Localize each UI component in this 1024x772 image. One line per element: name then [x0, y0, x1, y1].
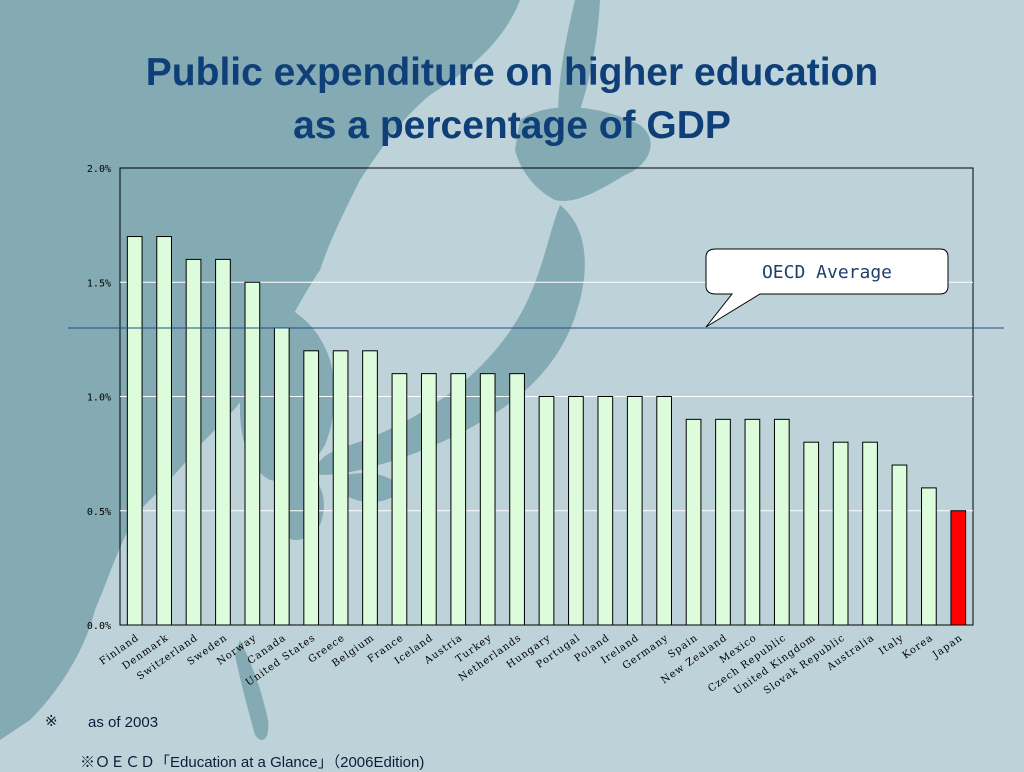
- bar-sweden: [215, 258, 231, 626]
- bar-austria: [450, 373, 467, 626]
- callout-bubble: [705, 248, 949, 328]
- bar-slovak-republic: [832, 441, 849, 626]
- y-tick-label: 1.5%: [87, 278, 111, 289]
- bar-italy: [891, 464, 908, 626]
- bar-canada: [273, 327, 290, 626]
- bar-new-zealand: [715, 418, 731, 626]
- bar-belgium: [362, 350, 378, 626]
- bar-france: [391, 373, 408, 626]
- bars: [126, 236, 967, 626]
- y-tick-label: 1.0%: [87, 393, 111, 404]
- bar-united-states: [303, 350, 320, 626]
- oecd-average-callout: OECD Average: [705, 248, 949, 328]
- callout-label: OECD Average: [762, 262, 892, 283]
- slide-title-line-2: as a percentage of GDP: [293, 104, 731, 147]
- y-axis-tick-labels: 0.0% 0.5% 1.0% 1.5% 2.0%: [87, 164, 111, 632]
- bar-hungary: [538, 396, 555, 626]
- bar-finland: [126, 236, 143, 626]
- bar-czech-republic: [773, 418, 790, 626]
- bar-united-kingdom: [803, 441, 820, 626]
- southern-islands: [235, 640, 269, 740]
- source-citation: ※ＯＥＣＤ「Education at a Glance」（2006Edition…: [80, 754, 425, 771]
- bar-netherlands: [509, 373, 525, 626]
- y-tick-label: 0.5%: [87, 507, 111, 518]
- bar-switzerland: [185, 258, 202, 626]
- x-axis-tick-labels: FinlandDenmarkSwitzerlandSwedenNorwayCan…: [98, 632, 965, 697]
- x-tick-label: Japan: [930, 632, 965, 661]
- bar-korea: [921, 487, 937, 626]
- bar-denmark: [156, 236, 172, 626]
- note-text: as of 2003: [88, 714, 159, 731]
- bar-turkey: [479, 373, 496, 626]
- bar-iceland: [420, 373, 437, 626]
- hokkaido-landmass: [515, 107, 651, 201]
- bar-spain: [685, 418, 702, 626]
- bar-poland: [597, 396, 614, 626]
- bar-norway: [244, 281, 261, 626]
- bar-greece: [332, 350, 349, 626]
- bar-australia: [862, 441, 878, 626]
- x-tick-label: Korea: [901, 632, 936, 661]
- bar-japan: [950, 510, 967, 626]
- bar-portugal: [568, 396, 584, 626]
- slide-title-line-1: Public expenditure on higher education: [145, 51, 879, 94]
- note-mark: ※: [45, 713, 58, 730]
- bar-mexico: [744, 418, 761, 626]
- bar-ireland: [626, 396, 643, 626]
- bar-germany: [656, 396, 673, 626]
- y-tick-label: 2.0%: [87, 164, 111, 175]
- y-tick-label: 0.0%: [87, 621, 111, 632]
